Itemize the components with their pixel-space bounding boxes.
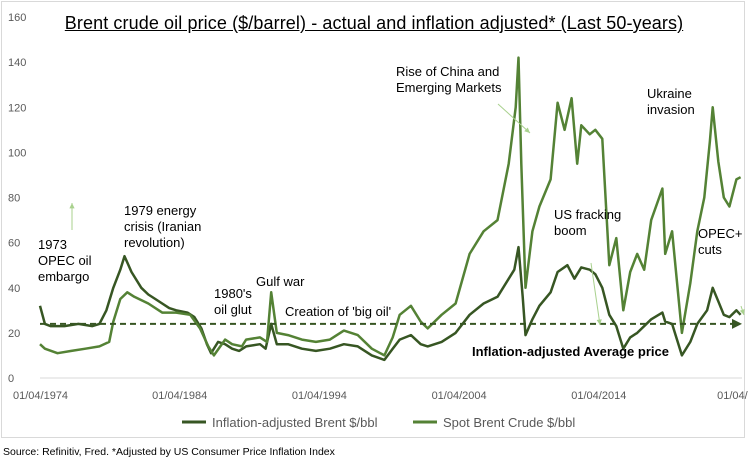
x-tick-label: 01/04/2004 xyxy=(432,390,487,402)
x-tick-label: 01/04/1994 xyxy=(292,390,347,402)
y-tick-label: 100 xyxy=(8,147,26,159)
x-tick-label: 01/04/1974 xyxy=(13,390,68,402)
y-tick-label: 140 xyxy=(8,57,26,69)
annotation-line: Rise of China and xyxy=(396,64,499,79)
annotation-line: crisis (Iranian xyxy=(124,219,201,234)
annotation-china-rise: Rise of China and Emerging Markets xyxy=(396,64,502,95)
average-price-label: Inflation-adjusted Average price xyxy=(472,344,669,359)
arrow-fracking-head-icon xyxy=(596,319,602,325)
arrow-opec-embargo-head-icon xyxy=(69,203,75,209)
annotation-line: Gulf war xyxy=(256,274,305,289)
arrow-china-rise-head-icon xyxy=(524,127,530,133)
annotations: 1973 OPEC oil embargo 1979 energy crisis (Ir… xyxy=(38,64,742,319)
x-tick-label: 01/04/1984 xyxy=(152,390,207,402)
inflation-adjusted-series-line xyxy=(38,245,742,362)
annotation-line: boom xyxy=(554,223,587,238)
annotation-line: US fracking xyxy=(554,207,621,222)
annotation-line: Creation of 'big oil' xyxy=(285,304,391,319)
source-note: Source: Refinitiv, Fred. *Adjusted by US… xyxy=(3,446,335,458)
y-tick-label: 60 xyxy=(8,238,20,250)
annotation-ukraine: Ukraine invasion xyxy=(647,86,695,117)
annotation-line: OPEC oil xyxy=(38,253,92,268)
series-lines xyxy=(38,56,742,362)
y-tick-label: 120 xyxy=(8,102,26,114)
annotation-opec-cuts: OPEC+ cuts xyxy=(698,226,742,257)
legend-label-spot-brent: Spot Brent Crude $/bbl xyxy=(443,415,575,430)
x-tick-label: 01/04/2014 xyxy=(571,390,626,402)
annotation-line: oil glut xyxy=(214,302,252,317)
annotation-line: cuts xyxy=(698,242,722,257)
annotation-line: 1980's xyxy=(214,286,252,301)
annotation-arrows xyxy=(69,103,745,326)
x-axis: 01/04/1974 01/04/1984 01/04/1994 01/04/2004… xyxy=(13,390,748,402)
average-line-group: Inflation-adjusted Average price xyxy=(40,318,742,359)
annotation-opec-embargo: 1973 OPEC oil embargo xyxy=(38,237,92,284)
arrow-china-rise xyxy=(497,103,531,134)
y-tick-label: 160 xyxy=(8,12,26,24)
chart-title: Brent crude oil price ($/barrel) - actua… xyxy=(64,13,684,33)
annotation-energy-crisis: 1979 energy crisis (Iranian revolution) xyxy=(124,203,201,250)
y-tick-label: 20 xyxy=(8,328,20,340)
y-axis: 0 20 40 60 80 100 120 140 160 xyxy=(8,12,26,385)
y-tick-label: 80 xyxy=(8,193,20,205)
y-tick-label: 40 xyxy=(8,283,20,295)
annotation-line: Ukraine xyxy=(647,86,692,101)
average-arrowhead-icon xyxy=(732,318,742,329)
arrow-fracking xyxy=(590,262,601,326)
x-tick-label: 01/04/20 xyxy=(717,390,748,402)
annotation-line: 1979 energy xyxy=(124,203,197,218)
y-tick-label: 0 xyxy=(8,373,14,385)
annotation-line: invasion xyxy=(647,102,695,117)
annotation-oil-glut: 1980's oil glut xyxy=(214,286,252,317)
annotation-line: Emerging Markets xyxy=(396,80,502,95)
arrow-opec-cuts-head-icon xyxy=(739,309,745,315)
annotation-line: revolution) xyxy=(124,235,185,250)
annotation-line: embargo xyxy=(38,269,89,284)
annotation-line: OPEC+ xyxy=(698,226,742,241)
annotation-fracking: US fracking boom xyxy=(554,207,621,238)
legend: Inflation-adjusted Brent $/bbl Spot Brent… xyxy=(182,415,575,430)
chart-frame xyxy=(1,1,745,438)
annotation-gulf-war: Gulf war xyxy=(256,274,305,289)
spot-brent-series-line xyxy=(39,56,742,357)
legend-label-inflation-adjusted: Inflation-adjusted Brent $/bbl xyxy=(212,415,378,430)
annotation-line: 1973 xyxy=(38,237,67,252)
annotation-big-oil: Creation of 'big oil' xyxy=(285,304,391,319)
